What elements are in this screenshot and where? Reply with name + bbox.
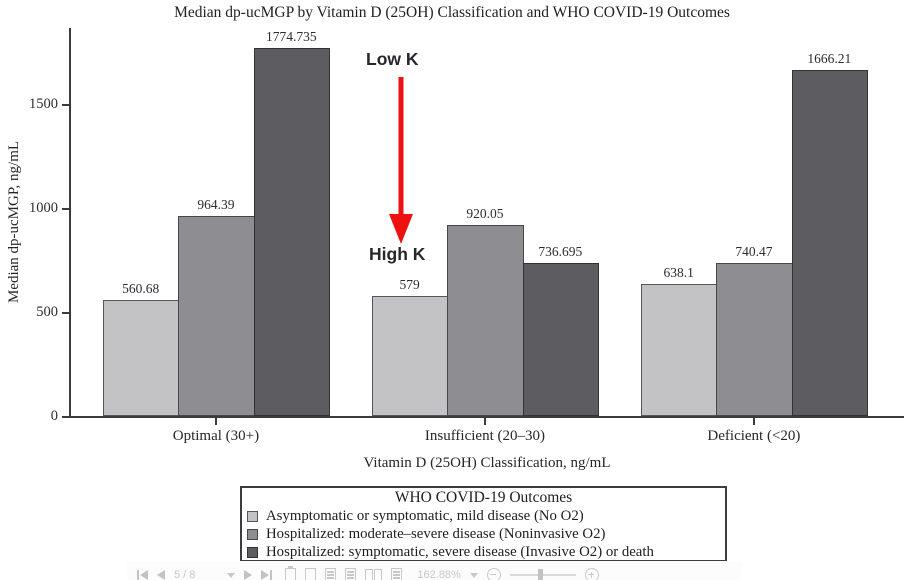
bar-hospitalized-0	[178, 216, 255, 417]
first-page-bar	[137, 569, 139, 580]
single-page-view-icon[interactable]	[325, 568, 337, 580]
bar-value-label: 638.1	[663, 264, 694, 280]
x-axis-title: Vitamin D (25OH) Classification, ng/mL	[363, 455, 611, 471]
snapshot-tool-icon[interactable]	[305, 568, 317, 580]
last-page-bar	[270, 569, 273, 580]
legend-item: Asymptomatic or symptomatic, mild diseas…	[242, 507, 725, 525]
category-label: Insufficient (20–30)	[424, 428, 545, 444]
x-axis-line	[69, 416, 904, 418]
bar-hospitalized-0	[253, 47, 330, 417]
first-page-button[interactable]	[137, 569, 148, 580]
annotation-high-k: High K	[369, 244, 426, 264]
bar-asymptomatic-1	[372, 296, 449, 417]
annotation-low-k: Low K	[366, 49, 419, 69]
y-tick-mark	[62, 311, 70, 314]
bar-value-label: 579	[399, 277, 420, 293]
legend-swatch	[247, 546, 258, 558]
previous-page-button[interactable]	[157, 570, 165, 580]
y-tick-label: 0	[50, 407, 58, 424]
bar-value-label: 964.39	[197, 197, 235, 213]
chart-title: Median dp-ucMGP by Vitamin D (25OH) Clas…	[174, 4, 730, 21]
bar-value-label: 560.68	[122, 281, 160, 297]
down-arrow-icon	[389, 77, 413, 244]
zoom-out-button[interactable]	[486, 568, 501, 580]
y-tick-mark	[62, 207, 70, 210]
legend-swatch	[247, 510, 258, 522]
last-page-icon	[261, 570, 270, 580]
bar-hospitalized-1	[447, 225, 524, 417]
next-page-icon	[244, 570, 253, 580]
continuous-scroll-view-icon[interactable]	[391, 568, 403, 580]
y-tick-label: 1000	[29, 199, 58, 216]
zoom-dropdown-caret-icon[interactable]	[469, 572, 478, 578]
bar-value-label: 1774.735	[265, 28, 317, 44]
bar-value-label: 740.47	[735, 243, 773, 259]
pdf-toolbar: 5 / 8 162.88%	[127, 561, 741, 580]
legend-item-label: Hospitalized: moderate–severe disease (N…	[266, 525, 606, 542]
y-tick-label: 500	[36, 303, 58, 320]
last-page-button[interactable]	[261, 569, 273, 580]
y-tick-label: 1500	[29, 95, 58, 112]
x-tick-mark	[752, 418, 755, 425]
category-label: Deficient (<20)	[707, 428, 801, 444]
page-dropdown-caret-icon[interactable]	[227, 572, 236, 578]
category-label: Optimal (30+)	[172, 428, 260, 444]
bar-value-label: 736.695	[538, 244, 583, 260]
next-page-button[interactable]	[244, 570, 253, 580]
fit-page-view-icon[interactable]	[345, 568, 357, 580]
bar-asymptomatic-2	[641, 283, 718, 417]
legend-swatch	[247, 528, 258, 540]
legend-item-label: Hospitalized: symptomatic, severe diseas…	[266, 543, 654, 560]
bar-asymptomatic-0	[103, 300, 180, 417]
bar-hospitalized-2	[716, 262, 793, 417]
y-axis-line	[69, 28, 71, 418]
two-page-view-icon[interactable]	[365, 569, 383, 580]
y-axis-title: Median dp-ucMGP, ng/mL	[6, 140, 22, 304]
bar-hospitalized-1	[522, 263, 599, 417]
legend-items: Asymptomatic or symptomatic, mild diseas…	[242, 507, 725, 561]
bar-value-label: 920.05	[466, 206, 504, 222]
legend-item-label: Asymptomatic or symptomatic, mild diseas…	[266, 507, 584, 524]
legend-item: Hospitalized: symptomatic, severe diseas…	[242, 543, 725, 561]
first-page-icon	[140, 570, 148, 580]
zoom-in-button[interactable]	[584, 568, 599, 580]
legend-title: WHO COVID-19 Outcomes	[394, 489, 573, 506]
zoom-level[interactable]: 162.88%	[417, 569, 461, 580]
y-tick-mark	[62, 103, 70, 106]
clipboard-icon[interactable]	[285, 566, 297, 580]
bar-value-label: 1666.21	[807, 51, 852, 67]
y-tick-mark	[62, 415, 70, 418]
clipboard-tab	[288, 566, 294, 569]
page-indicator[interactable]: 5 / 8	[174, 569, 196, 580]
zoom-slider-handle[interactable]	[537, 569, 543, 580]
legend-box: WHO COVID-19 Outcomes Asymptomatic or sy…	[240, 486, 727, 562]
bar-hospitalized-2	[791, 70, 868, 417]
legend-item: Hospitalized: moderate–severe disease (N…	[242, 525, 725, 543]
zoom-slider[interactable]	[509, 569, 576, 580]
previous-page-icon	[157, 570, 165, 580]
x-tick-mark	[214, 418, 217, 425]
x-tick-mark	[483, 418, 486, 425]
